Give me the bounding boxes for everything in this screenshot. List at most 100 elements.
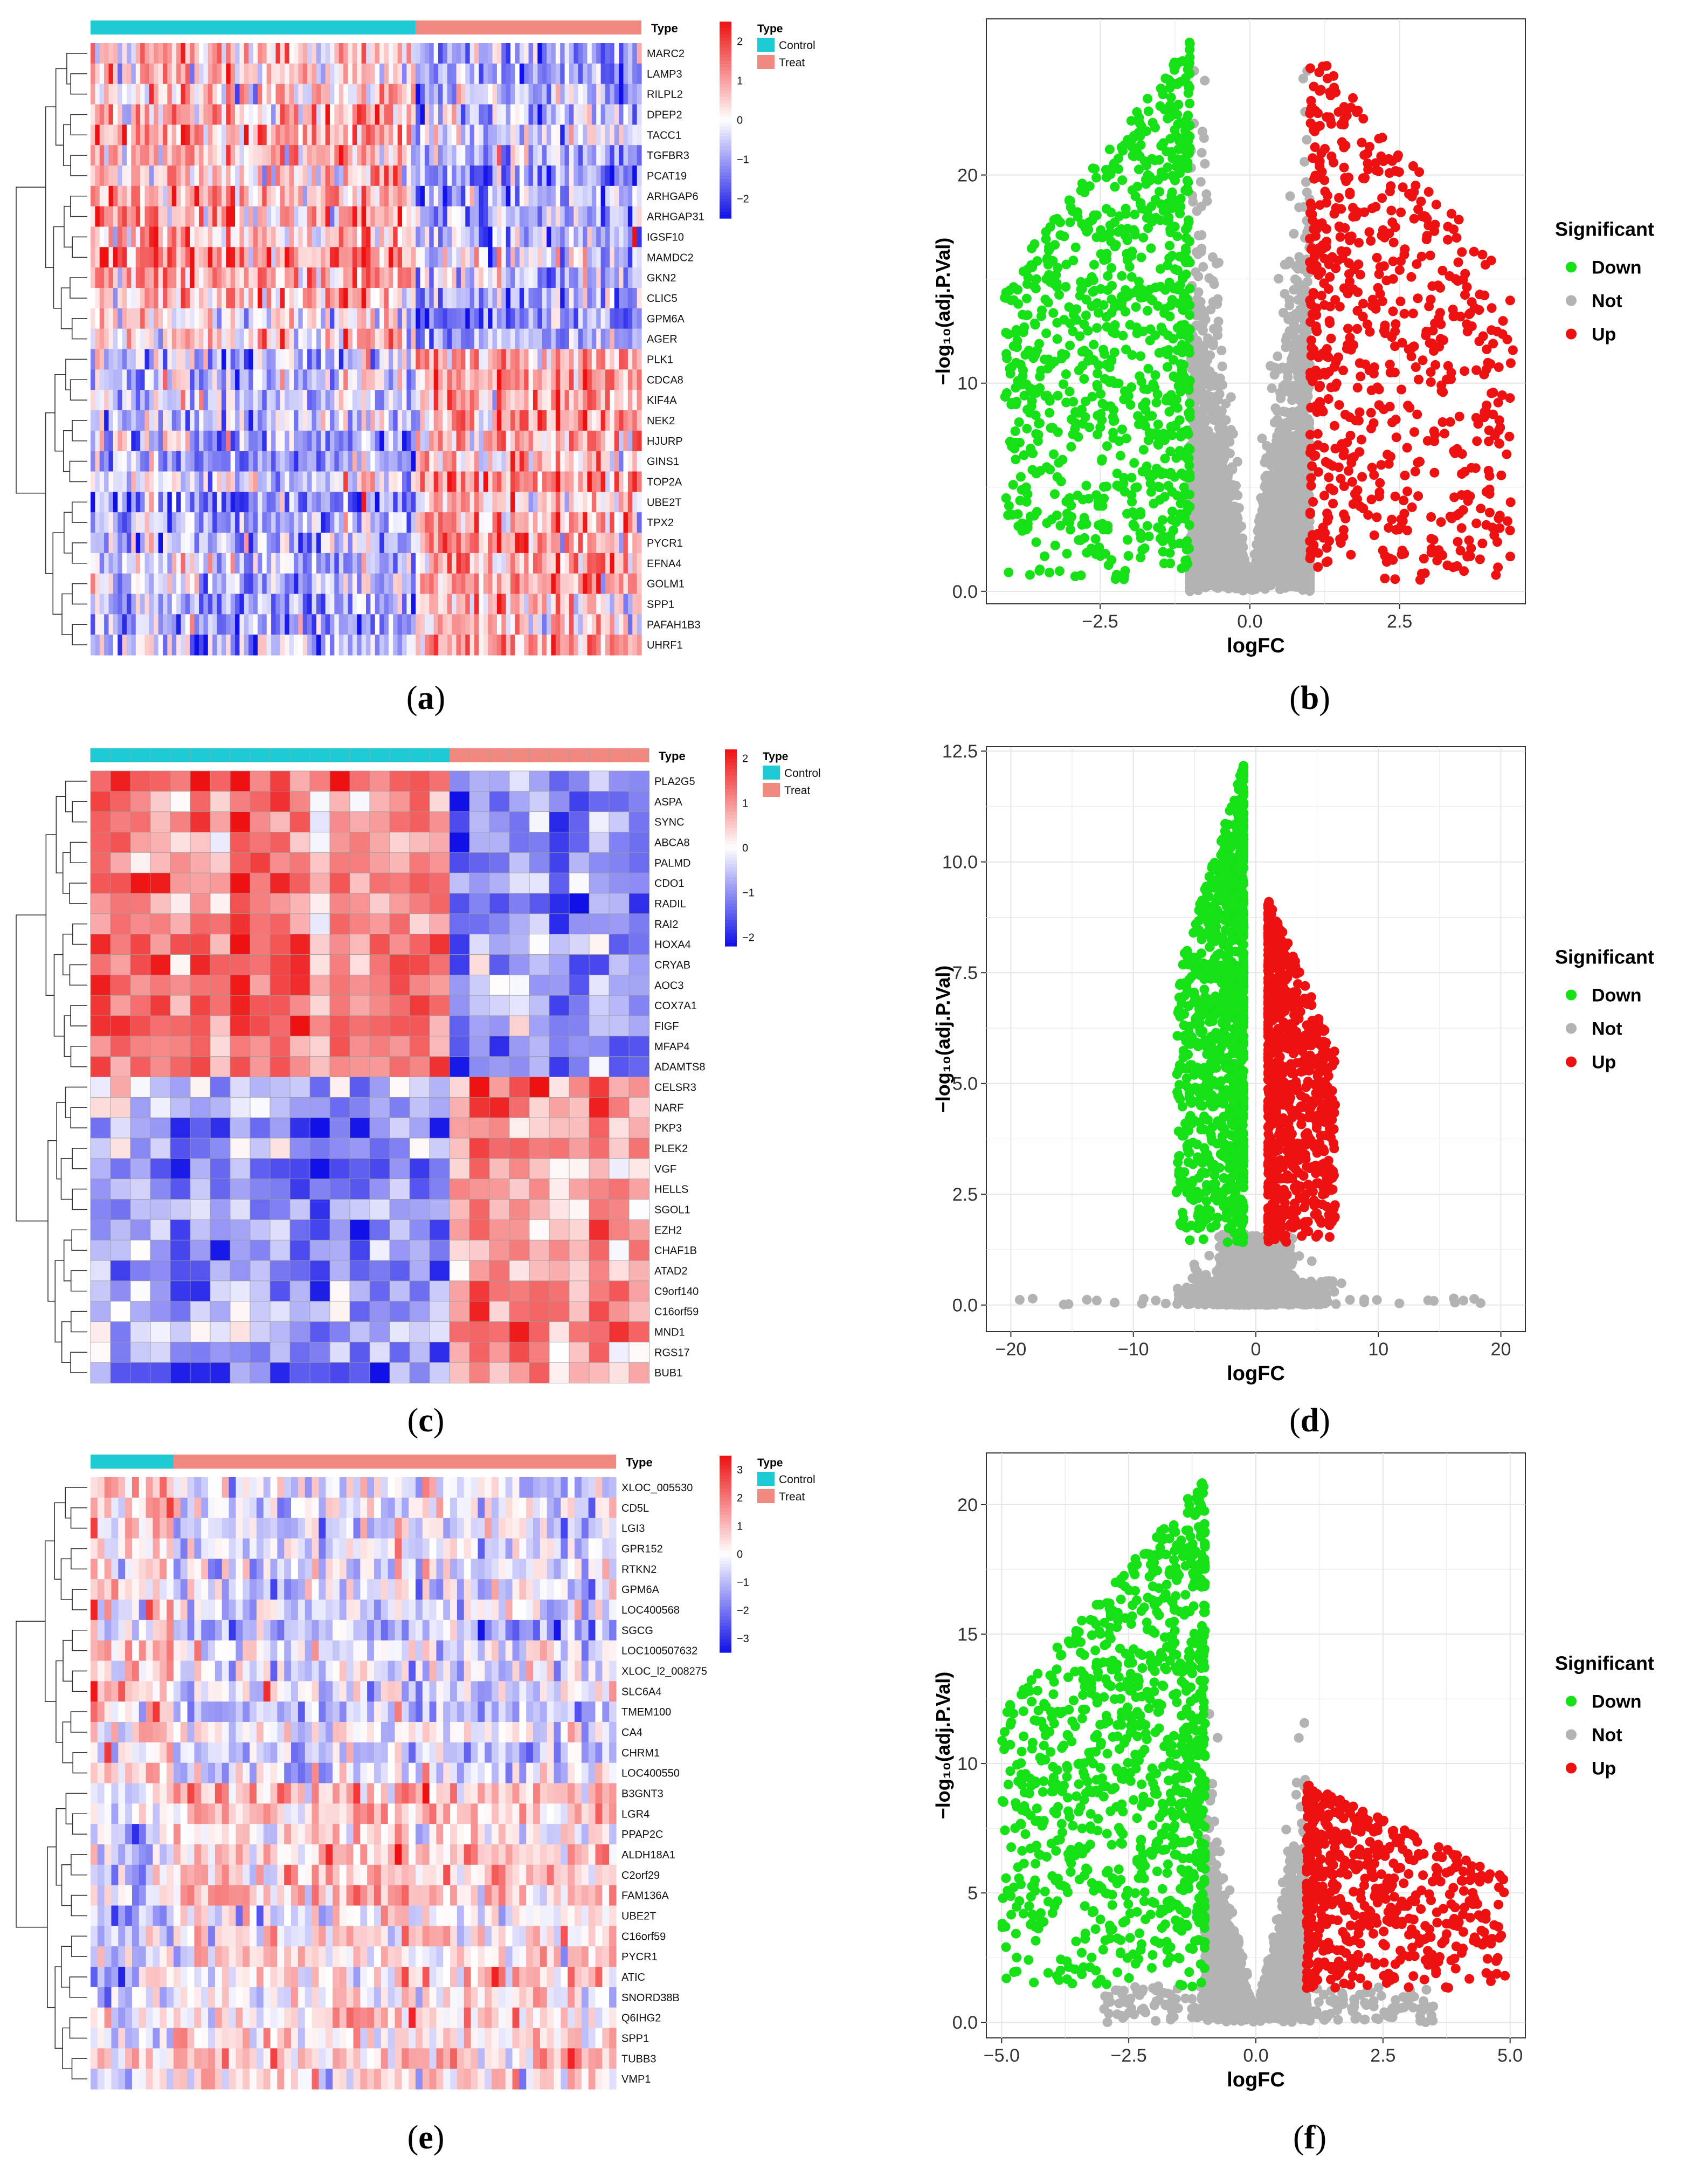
- heatmap-cell: [492, 288, 497, 309]
- heatmap-cell: [262, 635, 267, 656]
- heatmap-cell: [307, 104, 313, 125]
- heatmap-cell: [185, 533, 190, 554]
- heatmap-cell: [591, 349, 597, 370]
- heatmap-cell: [560, 267, 565, 288]
- heatmap-cell: [366, 635, 371, 656]
- heatmap-cell: [348, 390, 353, 411]
- heatmap-cell: [357, 635, 362, 656]
- heatmap-cell: [91, 63, 95, 85]
- heatmap-cell: [226, 328, 231, 350]
- heatmap-cell: [370, 594, 376, 615]
- heatmap-cell: [637, 84, 642, 105]
- heatmap-cell: [614, 267, 619, 288]
- heatmap-cell: [257, 635, 262, 656]
- heatmap-cell: [366, 328, 371, 350]
- heatmap-cell: [357, 512, 362, 533]
- heatmap-cell: [140, 492, 146, 513]
- heatmap-cell: [600, 185, 606, 207]
- heatmap-cell: [537, 349, 543, 370]
- heatmap-cell: [614, 430, 619, 452]
- heatmap-cell: [118, 166, 123, 187]
- heatmap-cell: [217, 328, 222, 350]
- heatmap-cell: [433, 226, 439, 247]
- heatmap-cell: [127, 145, 132, 166]
- heatmap-cell: [158, 390, 163, 411]
- heatmap-cell: [506, 430, 511, 452]
- heatmap-cell: [181, 226, 186, 247]
- heatmap-cell: [637, 226, 642, 247]
- heatmap-cell: [95, 533, 100, 554]
- heatmap-cell: [312, 430, 317, 452]
- heatmap-cell: [492, 308, 497, 329]
- heatmap-cell: [271, 553, 277, 574]
- heatmap-cell: [91, 43, 95, 64]
- heatmap-cell: [510, 63, 516, 85]
- heatmap-cell: [343, 63, 349, 85]
- heatmap-cell: [140, 185, 146, 207]
- heatmap-cell: [199, 145, 204, 166]
- heatmap-cell: [91, 594, 95, 615]
- heatmap-cell: [321, 594, 326, 615]
- heatmap-cell: [506, 553, 511, 574]
- heatmap-cell: [357, 614, 362, 635]
- heatmap-cell: [131, 104, 136, 125]
- heatmap-cell: [352, 247, 357, 268]
- heatmap-cell: [456, 349, 461, 370]
- heatmap-cell: [248, 328, 254, 350]
- heatmap-cell: [316, 247, 321, 268]
- heatmap-cell: [158, 308, 163, 329]
- heatmap-cell: [492, 349, 497, 370]
- heatmap-cell: [587, 166, 592, 187]
- heatmap-cell: [226, 451, 231, 472]
- heatmap-cell: [388, 206, 393, 228]
- heatmap-cell: [501, 492, 507, 513]
- heatmap-cell: [298, 430, 303, 452]
- heatmap-cell: [181, 328, 186, 350]
- heatmap-cell: [596, 328, 602, 350]
- heatmap-cell: [438, 471, 444, 492]
- heatmap-cell: [456, 43, 461, 64]
- heatmap-cell: [312, 84, 317, 105]
- heatmap-cell: [176, 451, 182, 472]
- heatmap-cell: [293, 43, 299, 64]
- heatmap-cell: [316, 471, 321, 492]
- heatmap-cell: [605, 328, 610, 350]
- heatmap-cell: [262, 166, 267, 187]
- heatmap-cell: [583, 451, 588, 472]
- heatmap-cell: [352, 288, 357, 309]
- heatmap-cell: [266, 492, 272, 513]
- heatmap-cell: [573, 104, 579, 125]
- heatmap-cell: [447, 63, 452, 85]
- heatmap-cell: [433, 369, 439, 390]
- heatmap-cell: [108, 553, 114, 574]
- heatmap-cell: [411, 166, 416, 187]
- heatmap-cell: [135, 43, 141, 64]
- heatmap-cell: [325, 512, 330, 533]
- heatmap-cell: [135, 267, 141, 288]
- heatmap-cell: [465, 614, 471, 635]
- heatmap-cell: [221, 84, 226, 105]
- gene-label: PLK1: [647, 354, 673, 366]
- heatmap-cell: [208, 430, 213, 452]
- heatmap-cell: [298, 533, 303, 554]
- heatmap-cell: [569, 533, 574, 554]
- heatmap-cell: [501, 349, 507, 370]
- heatmap-cell: [163, 328, 168, 350]
- heatmap-cell: [614, 553, 619, 574]
- heatmap-cell: [583, 63, 588, 85]
- heatmap-cell: [312, 125, 317, 146]
- heatmap-cell: [321, 247, 326, 268]
- heatmap-cell: [239, 43, 245, 64]
- heatmap-cell: [533, 247, 538, 268]
- heatmap-cell: [334, 185, 340, 207]
- heatmap-cell: [560, 166, 565, 187]
- heatmap-cell: [610, 553, 615, 574]
- point-not: [1193, 287, 1204, 297]
- heatmap-cell: [366, 573, 371, 595]
- heatmap-cell: [357, 492, 362, 513]
- heatmap-cell: [230, 573, 236, 595]
- heatmap-cell: [140, 43, 146, 64]
- heatmap-cell: [226, 512, 231, 533]
- heatmap-cell: [578, 533, 583, 554]
- heatmap-cell: [293, 104, 299, 125]
